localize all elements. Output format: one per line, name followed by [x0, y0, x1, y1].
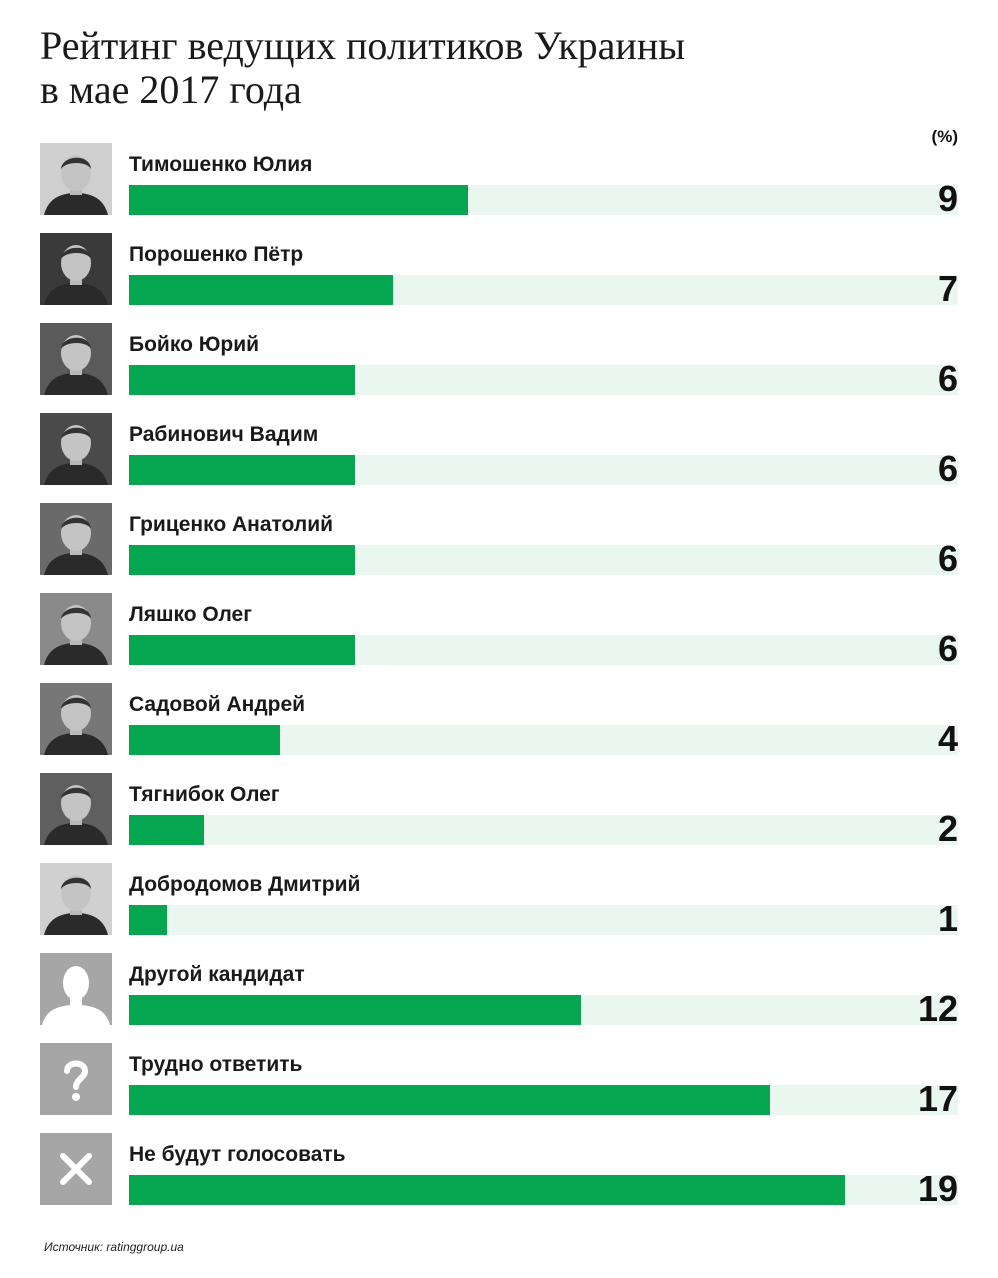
source-note: Источник: ratinggroup.ua — [44, 1240, 184, 1254]
bar — [129, 275, 393, 305]
portrait-image — [40, 593, 112, 665]
category-label: Рабинович Вадим — [129, 423, 319, 446]
portrait-image — [40, 233, 112, 305]
bar — [129, 995, 581, 1025]
bar — [129, 185, 468, 215]
bar-track — [129, 1175, 958, 1205]
category-label: Садовой Андрей — [129, 693, 306, 716]
unit-label: (%) — [931, 127, 958, 146]
bar — [129, 455, 355, 485]
category-label: Гриценко Анатолий — [129, 513, 334, 536]
portrait-image — [40, 773, 112, 845]
bar-track — [129, 545, 958, 575]
chart-title: Рейтинг ведущих политиков Украины в мае … — [40, 24, 940, 112]
category-label: Добродомов Дмитрий — [129, 873, 361, 896]
bar-track — [129, 275, 958, 305]
bar-row: Тимошенко Юлия 9 — [40, 143, 958, 219]
bar-row: Другой кандидат 12 — [40, 953, 958, 1029]
bar-track — [129, 185, 958, 215]
data-label: 4 — [937, 718, 958, 759]
bar — [129, 725, 280, 755]
bar — [129, 1085, 770, 1115]
bar-row: Бойко Юрий 6 — [40, 323, 958, 399]
category-label: Другой кандидат — [129, 963, 305, 986]
bar-track — [129, 1085, 958, 1115]
title-line-1: Рейтинг ведущих политиков Украины — [40, 23, 686, 68]
question-mark-icon — [40, 1043, 112, 1115]
bar-row: Трудно ответить 17 — [40, 1043, 958, 1119]
category-label: Тягнибок Олег — [129, 783, 280, 806]
bar-row: Добродомов Дмитрий 1 — [40, 863, 958, 939]
portrait-image — [40, 413, 112, 485]
category-label: Не будут голосовать — [129, 1143, 346, 1166]
bar — [129, 635, 355, 665]
title-line-2: в мае 2017 года — [40, 67, 302, 112]
bar-track — [129, 905, 958, 935]
bar-track — [129, 365, 958, 395]
data-label: 1 — [937, 898, 958, 939]
category-label: Ляшко Олег — [129, 603, 252, 626]
bar — [129, 905, 167, 935]
data-label: 7 — [937, 268, 958, 309]
data-label: 6 — [937, 358, 958, 399]
data-label: 6 — [937, 448, 958, 489]
bar-row: Порошенко Пётр 7 — [40, 233, 958, 309]
data-label: 12 — [917, 988, 958, 1029]
portrait-image — [40, 863, 112, 935]
portrait-image — [40, 503, 112, 575]
bar-row: Садовой Андрей 4 — [40, 683, 958, 759]
data-label: 6 — [937, 628, 958, 669]
data-label: 6 — [937, 538, 958, 579]
person-silhouette-icon — [40, 953, 112, 1025]
category-label: Бойко Юрий — [129, 333, 260, 356]
bar-row: Ляшко Олег 6 — [40, 593, 958, 669]
data-label: 17 — [917, 1078, 958, 1119]
bar-track — [129, 455, 958, 485]
bar-row: Не будут голосовать 19 — [40, 1133, 958, 1209]
data-label: 19 — [917, 1168, 958, 1209]
bar-track — [129, 815, 958, 845]
bar — [129, 365, 355, 395]
cross-icon — [40, 1133, 112, 1205]
bar — [129, 815, 204, 845]
bar-row: Рабинович Вадим 6 — [40, 413, 958, 489]
portrait-image — [40, 683, 112, 755]
bar-row: Гриценко Анатолий 6 — [40, 503, 958, 579]
data-label: 2 — [937, 808, 958, 849]
category-label: Тимошенко Юлия — [129, 153, 313, 176]
bar — [129, 545, 355, 575]
bar-track — [129, 725, 958, 755]
bar-track — [129, 635, 958, 665]
data-label: 9 — [937, 178, 958, 219]
category-label: Порошенко Пётр — [129, 243, 304, 266]
bar-track — [129, 995, 958, 1025]
portrait-image — [40, 143, 112, 215]
category-label: Трудно ответить — [129, 1053, 303, 1076]
bar-row: Тягнибок Олег 2 — [40, 773, 958, 849]
portrait-image — [40, 323, 112, 395]
bar — [129, 1175, 845, 1205]
